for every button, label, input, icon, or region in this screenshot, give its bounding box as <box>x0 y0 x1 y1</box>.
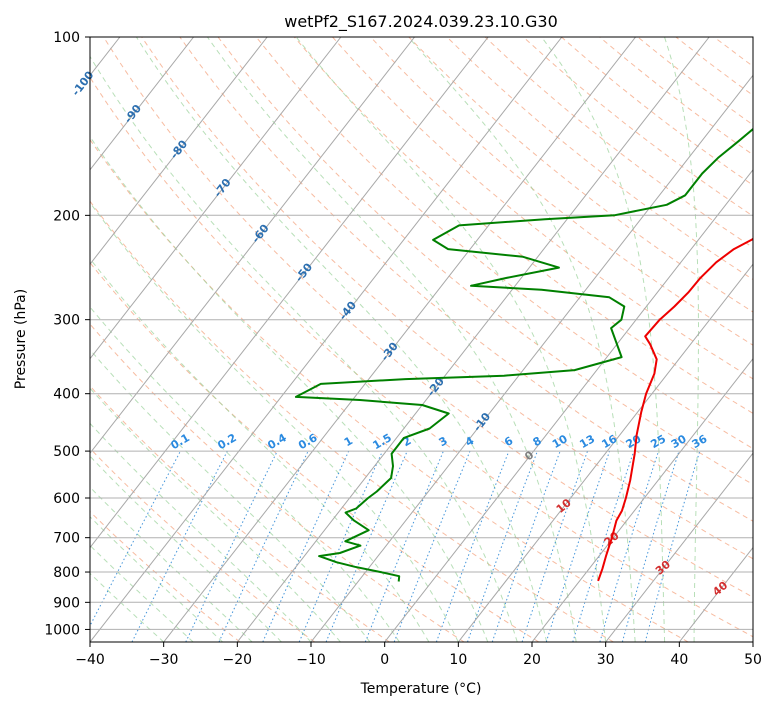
mixing-ratio-line <box>298 450 383 642</box>
x-axis-label: Temperature (°C) <box>360 681 482 697</box>
y-tick-label: 200 <box>53 208 80 224</box>
x-tick-label: −30 <box>149 652 179 668</box>
mixing-ratio-line <box>491 450 561 642</box>
dry-adiabat <box>90 261 540 642</box>
mixing-ratio-line <box>521 450 588 642</box>
x-tick-label: 40 <box>670 652 688 668</box>
moist-adiabat <box>90 387 341 642</box>
dry-adiabat <box>370 37 753 346</box>
moist-adiabat <box>90 55 518 642</box>
y-tick-label: 300 <box>53 313 80 329</box>
moist-adiabat <box>90 135 489 642</box>
isotherm <box>90 37 563 642</box>
moist-adiabat <box>407 37 636 642</box>
y-tick-label: 800 <box>53 565 80 581</box>
y-tick-label: 100 <box>53 30 80 46</box>
isotherm <box>384 169 753 642</box>
dry-adiabat <box>103 37 753 598</box>
moist-adiabat <box>541 37 666 642</box>
moist-adiabat <box>295 37 607 642</box>
y-tick-label: 400 <box>53 387 80 403</box>
isotherm <box>90 37 268 265</box>
mixing-ratio-line <box>545 450 611 642</box>
mixing-ratio-line <box>435 450 510 642</box>
mixing-ratio-line <box>325 450 408 642</box>
chart-title: wetPf2_S167.2024.039.23.10.G30 <box>284 12 558 32</box>
isotherm <box>236 37 710 642</box>
plot-frame <box>89 36 754 643</box>
isotherm <box>310 74 753 642</box>
x-tick-label: 50 <box>744 652 762 668</box>
moist-adiabat <box>206 37 577 642</box>
isotherm <box>90 37 342 360</box>
y-tick-label: 700 <box>53 531 80 547</box>
isotherm <box>90 37 415 454</box>
mixing-ratio-line <box>621 450 680 642</box>
x-tick-label: 30 <box>597 652 615 668</box>
moist-adiabat <box>90 257 430 642</box>
mixing-ratio-line <box>467 450 538 642</box>
y-axis-label: Pressure (hPa) <box>13 289 29 389</box>
dewpoint-profile-line <box>294 127 753 582</box>
moist-adiabat <box>90 306 400 642</box>
x-tick-label: −10 <box>296 652 326 668</box>
x-tick-label: 10 <box>449 652 467 668</box>
mixing-ratio-line <box>364 450 444 642</box>
isotherm <box>90 37 489 549</box>
dry-adiabat <box>293 37 753 414</box>
dry-adiabat <box>90 323 465 642</box>
isotherm <box>457 263 753 642</box>
x-tick-label: 0 <box>380 652 389 668</box>
isotherm <box>605 452 753 642</box>
x-tick-label: −20 <box>223 652 253 668</box>
y-tick-label: 600 <box>53 491 80 507</box>
dry-adiabat <box>179 37 753 522</box>
dry-adiabat <box>90 510 241 642</box>
y-tick-label: 1000 <box>44 622 80 638</box>
mixing-ratio-line <box>262 450 350 642</box>
dry-adiabat <box>90 385 390 642</box>
isotherm <box>163 37 636 642</box>
moist-adiabat <box>90 349 371 642</box>
mixing-ratio-line <box>572 450 635 642</box>
moist-adiabat <box>90 201 459 642</box>
x-tick-label: 20 <box>523 652 541 668</box>
x-tick-label: −40 <box>75 652 105 668</box>
mixing-ratio-line <box>599 450 659 642</box>
y-tick-label: 500 <box>53 444 80 460</box>
temperature-profile-line <box>597 237 753 582</box>
isotherm <box>90 37 194 171</box>
y-tick-label: 900 <box>53 595 80 611</box>
